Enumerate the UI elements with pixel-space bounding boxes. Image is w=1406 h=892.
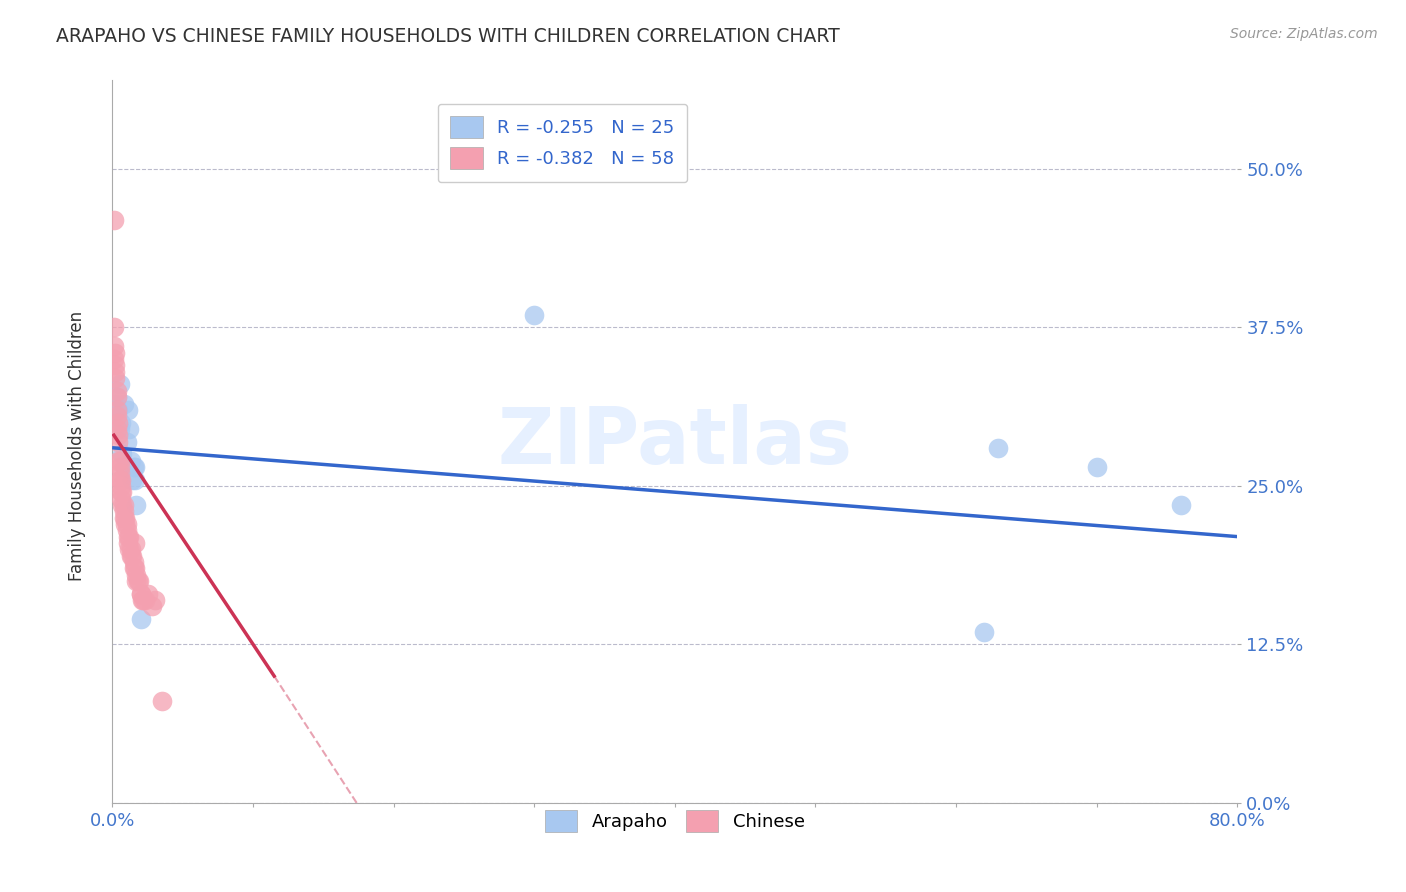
Point xyxy=(105,390,128,404)
Point xyxy=(132,593,155,607)
Point xyxy=(111,447,134,461)
Point xyxy=(120,549,142,563)
Point xyxy=(134,593,156,607)
Text: ZIPatlas: ZIPatlas xyxy=(498,403,852,480)
Point xyxy=(111,485,134,500)
Point xyxy=(104,359,127,373)
Point xyxy=(122,555,145,569)
Point xyxy=(103,320,125,334)
Point xyxy=(105,409,128,424)
Point xyxy=(1085,459,1108,474)
Point xyxy=(143,593,166,607)
Point xyxy=(122,561,145,575)
Point xyxy=(115,434,138,449)
Point xyxy=(105,384,128,398)
Text: ARAPAHO VS CHINESE FAMILY HOUSEHOLDS WITH CHILDREN CORRELATION CHART: ARAPAHO VS CHINESE FAMILY HOUSEHOLDS WIT… xyxy=(56,27,839,45)
Point xyxy=(107,434,129,449)
Point xyxy=(1170,498,1192,512)
Point xyxy=(107,416,129,430)
Point xyxy=(120,542,142,557)
Point xyxy=(115,523,138,537)
Point xyxy=(124,473,146,487)
Point xyxy=(987,441,1010,455)
Point xyxy=(121,473,143,487)
Point xyxy=(103,212,125,227)
Text: Family Households with Children: Family Households with Children xyxy=(69,311,86,581)
Point xyxy=(110,473,132,487)
Point xyxy=(150,694,173,708)
Point xyxy=(105,390,128,404)
Point xyxy=(114,516,136,531)
Point xyxy=(108,377,131,392)
Point xyxy=(114,510,136,524)
Point xyxy=(129,587,152,601)
Point xyxy=(973,624,995,639)
Point xyxy=(118,542,141,557)
Point xyxy=(117,402,139,417)
Point xyxy=(111,498,134,512)
Point xyxy=(136,587,159,601)
Point xyxy=(108,453,131,467)
Point xyxy=(103,352,125,367)
Point xyxy=(141,599,163,614)
Point xyxy=(124,536,146,550)
Point xyxy=(105,402,128,417)
Legend: Arapaho, Chinese: Arapaho, Chinese xyxy=(533,797,817,845)
Point xyxy=(115,516,138,531)
Point xyxy=(112,498,135,512)
Point xyxy=(125,498,148,512)
Point xyxy=(104,346,127,360)
Point xyxy=(128,574,150,588)
Point xyxy=(104,365,127,379)
Point xyxy=(110,485,132,500)
Point xyxy=(114,459,136,474)
Point xyxy=(118,530,141,544)
Text: Source: ZipAtlas.com: Source: ZipAtlas.com xyxy=(1230,27,1378,41)
Point xyxy=(108,422,131,436)
Point xyxy=(124,561,146,575)
Point xyxy=(103,339,125,353)
Point xyxy=(129,587,152,601)
Point xyxy=(110,491,132,506)
Point xyxy=(108,473,131,487)
Point xyxy=(124,459,146,474)
Point xyxy=(523,308,546,322)
Point xyxy=(107,428,129,442)
Point xyxy=(107,402,129,417)
Point xyxy=(105,409,128,424)
Point xyxy=(110,416,132,430)
Point xyxy=(110,479,132,493)
Point xyxy=(121,549,143,563)
Point xyxy=(104,396,127,410)
Point xyxy=(112,504,135,518)
Point xyxy=(127,574,149,588)
Point xyxy=(118,422,141,436)
Point xyxy=(125,574,148,588)
Point xyxy=(122,459,145,474)
Point xyxy=(129,612,152,626)
Point xyxy=(120,453,142,467)
Point xyxy=(112,510,135,524)
Point xyxy=(105,422,128,436)
Point xyxy=(108,459,131,474)
Point xyxy=(104,371,127,385)
Point xyxy=(131,593,153,607)
Point xyxy=(117,530,139,544)
Point xyxy=(117,536,139,550)
Point xyxy=(107,453,129,467)
Point xyxy=(108,467,131,481)
Point xyxy=(125,567,148,582)
Point xyxy=(112,396,135,410)
